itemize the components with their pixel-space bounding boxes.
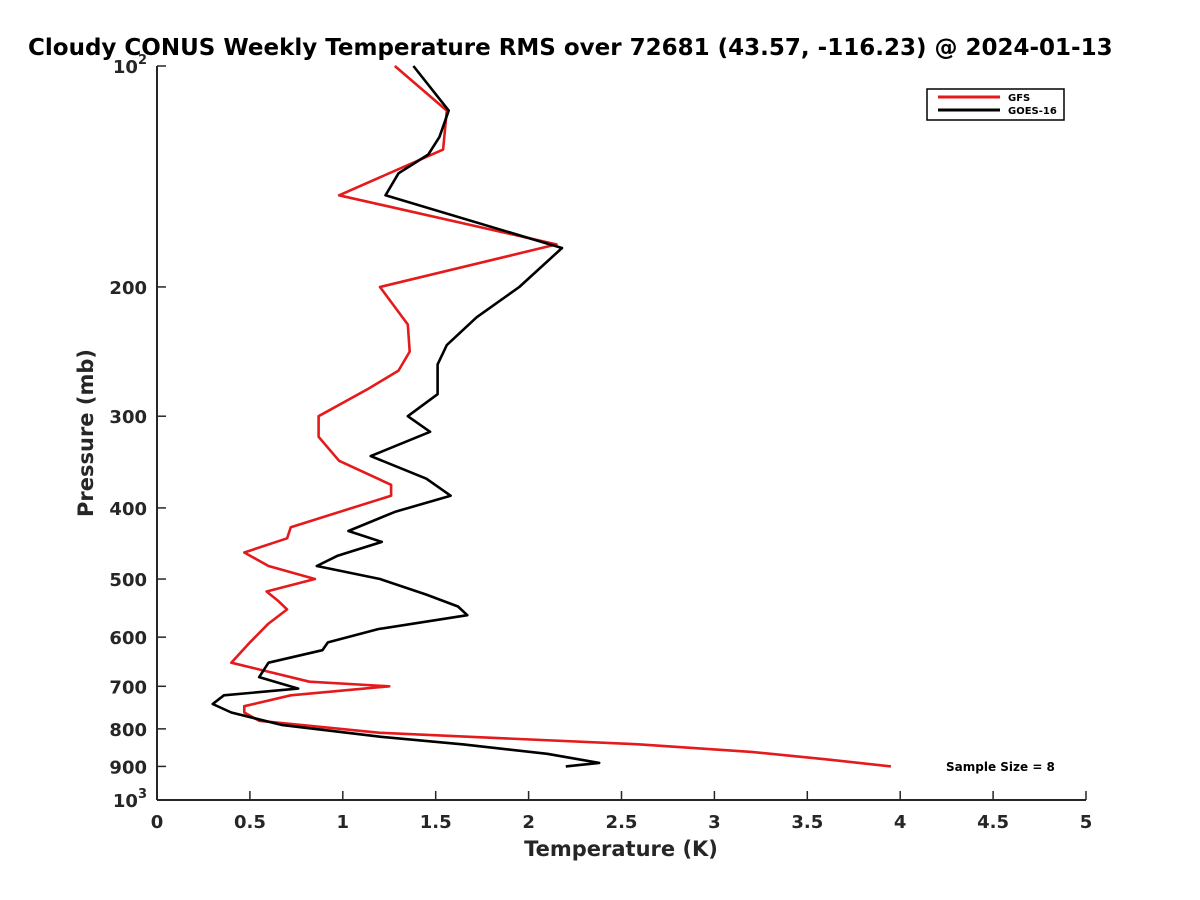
legend: GFS GOES-16 (926, 88, 1065, 121)
sample-size-annotation: Sample Size = 8 (946, 760, 1055, 774)
x-tick-label: 4 (894, 812, 907, 833)
y-ticks: 102 200 300 400 500 600 700 800 900 103 (109, 53, 166, 812)
series-line-goes16 (211, 65, 601, 768)
y-tick-label: 102 (113, 53, 147, 78)
x-tick-label: 2 (522, 812, 535, 833)
y-tick-label: 900 (109, 757, 147, 778)
x-tick-label: 1.5 (420, 812, 452, 833)
y-tick-label: 400 (109, 499, 147, 520)
y-tick-label: 103 (113, 787, 147, 812)
y-tick-label: 800 (109, 720, 147, 741)
legend-label-gfs: GFS (1008, 93, 1030, 104)
chart-title: Cloudy CONUS Weekly Temperature RMS over… (28, 35, 1113, 61)
x-tick-label: 2.5 (606, 812, 638, 833)
series-line-gfs (230, 65, 892, 768)
y-tick-label: 300 (109, 407, 147, 428)
x-tick-label: 3.5 (791, 812, 823, 833)
series-layer (211, 65, 892, 768)
y-tick-label: 600 (109, 628, 147, 649)
x-tick-label: 1 (337, 812, 350, 833)
x-axis-label: Temperature (K) (524, 837, 718, 861)
x-tick-label: 0 (151, 812, 164, 833)
x-tick-label: 3 (708, 812, 721, 833)
x-tick-label: 5 (1080, 812, 1093, 833)
x-tick-label: 0.5 (234, 812, 266, 833)
legend-box (926, 88, 1065, 121)
y-tick-label: 500 (109, 570, 147, 591)
legend-label-goes16: GOES-16 (1008, 106, 1057, 117)
x-ticks: 0 0.5 1 1.5 2 2.5 3 3.5 4 4.5 5 (151, 791, 1093, 833)
x-tick-label: 4.5 (977, 812, 1009, 833)
y-tick-label: 700 (109, 677, 147, 698)
y-axis-label: Pressure (mb) (74, 349, 98, 517)
y-tick-label: 200 (109, 278, 147, 299)
